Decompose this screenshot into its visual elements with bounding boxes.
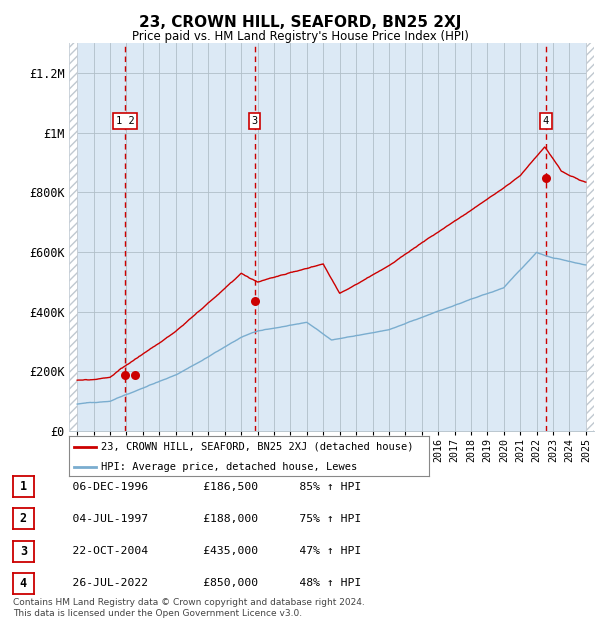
Text: 1 2: 1 2 bbox=[116, 116, 134, 126]
Text: 4: 4 bbox=[543, 116, 549, 126]
Text: 3: 3 bbox=[251, 116, 257, 126]
Text: Contains HM Land Registry data © Crown copyright and database right 2024.
This d: Contains HM Land Registry data © Crown c… bbox=[13, 598, 365, 618]
Text: 23, CROWN HILL, SEAFORD, BN25 2XJ (detached house): 23, CROWN HILL, SEAFORD, BN25 2XJ (detac… bbox=[101, 441, 414, 452]
Text: HPI: Average price, detached house, Lewes: HPI: Average price, detached house, Lewe… bbox=[101, 463, 358, 472]
Text: 2: 2 bbox=[20, 513, 27, 525]
Text: 04-JUL-1997        £188,000      75% ↑ HPI: 04-JUL-1997 £188,000 75% ↑ HPI bbox=[45, 514, 361, 524]
Text: 23, CROWN HILL, SEAFORD, BN25 2XJ: 23, CROWN HILL, SEAFORD, BN25 2XJ bbox=[139, 16, 461, 30]
Text: Price paid vs. HM Land Registry's House Price Index (HPI): Price paid vs. HM Land Registry's House … bbox=[131, 30, 469, 43]
Text: 4: 4 bbox=[20, 577, 27, 590]
Text: 1: 1 bbox=[20, 480, 27, 493]
Text: 06-DEC-1996        £186,500      85% ↑ HPI: 06-DEC-1996 £186,500 85% ↑ HPI bbox=[45, 482, 361, 492]
Text: 3: 3 bbox=[20, 545, 27, 557]
Text: 22-OCT-2004        £435,000      47% ↑ HPI: 22-OCT-2004 £435,000 47% ↑ HPI bbox=[45, 546, 361, 556]
Text: 26-JUL-2022        £850,000      48% ↑ HPI: 26-JUL-2022 £850,000 48% ↑ HPI bbox=[45, 578, 361, 588]
